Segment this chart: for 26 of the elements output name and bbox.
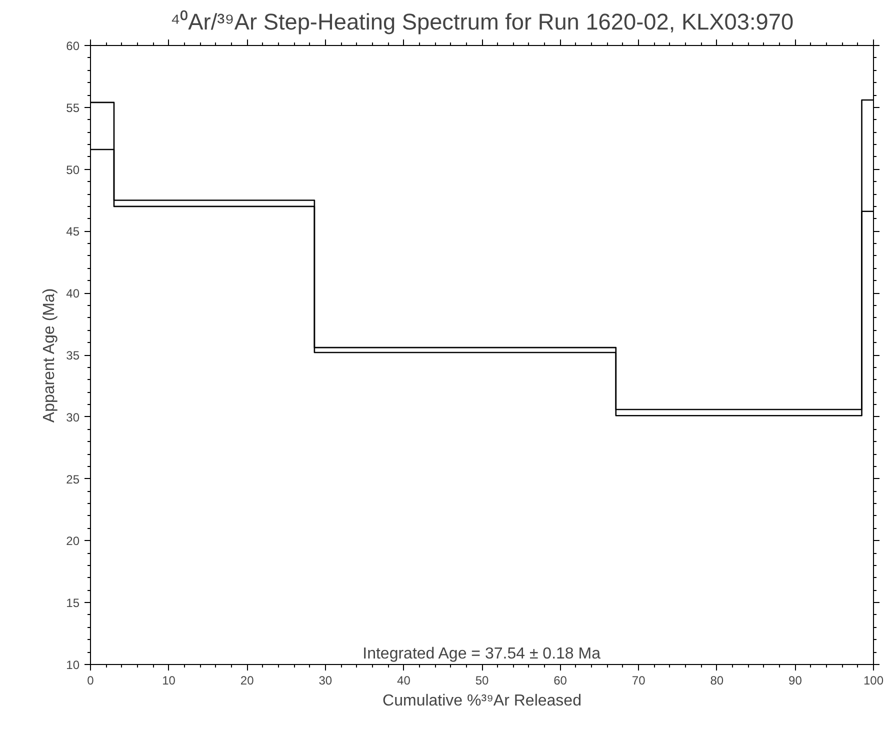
x-tick-label: 80: [710, 674, 724, 688]
x-tick-label: 90: [788, 674, 802, 688]
x-axis-title: Cumulative %³⁹Ar Released: [382, 692, 582, 710]
y-tick-label: 30: [66, 410, 80, 424]
x-tick-label: 20: [240, 674, 254, 688]
y-tick-label: 45: [66, 224, 80, 239]
x-tick-label: 50: [475, 674, 489, 688]
chart-title: ⁴⁰Ar/³⁹Ar Step-Heating Spectrum for Run 1620-02, KLX03:970: [170, 8, 794, 34]
y-tick-label: 25: [66, 472, 80, 486]
x-tick-label: 10: [162, 674, 176, 688]
x-tick-label: 40: [397, 674, 411, 688]
annotation: Integrated Age = 37.54 ± 0.18 Ma: [362, 646, 601, 662]
y-tick-label: 10: [66, 658, 80, 672]
y-tick-label: 50: [66, 162, 80, 177]
x-tick-label: 0: [87, 674, 94, 688]
x-tick-label: 70: [632, 674, 646, 688]
y-tick-label: 40: [66, 286, 80, 301]
y-tick-label: 15: [66, 596, 80, 610]
y-tick-label: 35: [66, 348, 80, 362]
x-tick-label: 60: [554, 674, 568, 688]
y-axis-title: Apparent Age (Ma): [41, 288, 58, 423]
y-tick-label: 20: [66, 534, 80, 548]
y-tick-label: 55: [66, 100, 80, 115]
y-tick-label: 60: [66, 39, 80, 53]
x-tick-label: 100: [863, 674, 884, 688]
x-tick-label: 30: [318, 674, 332, 688]
